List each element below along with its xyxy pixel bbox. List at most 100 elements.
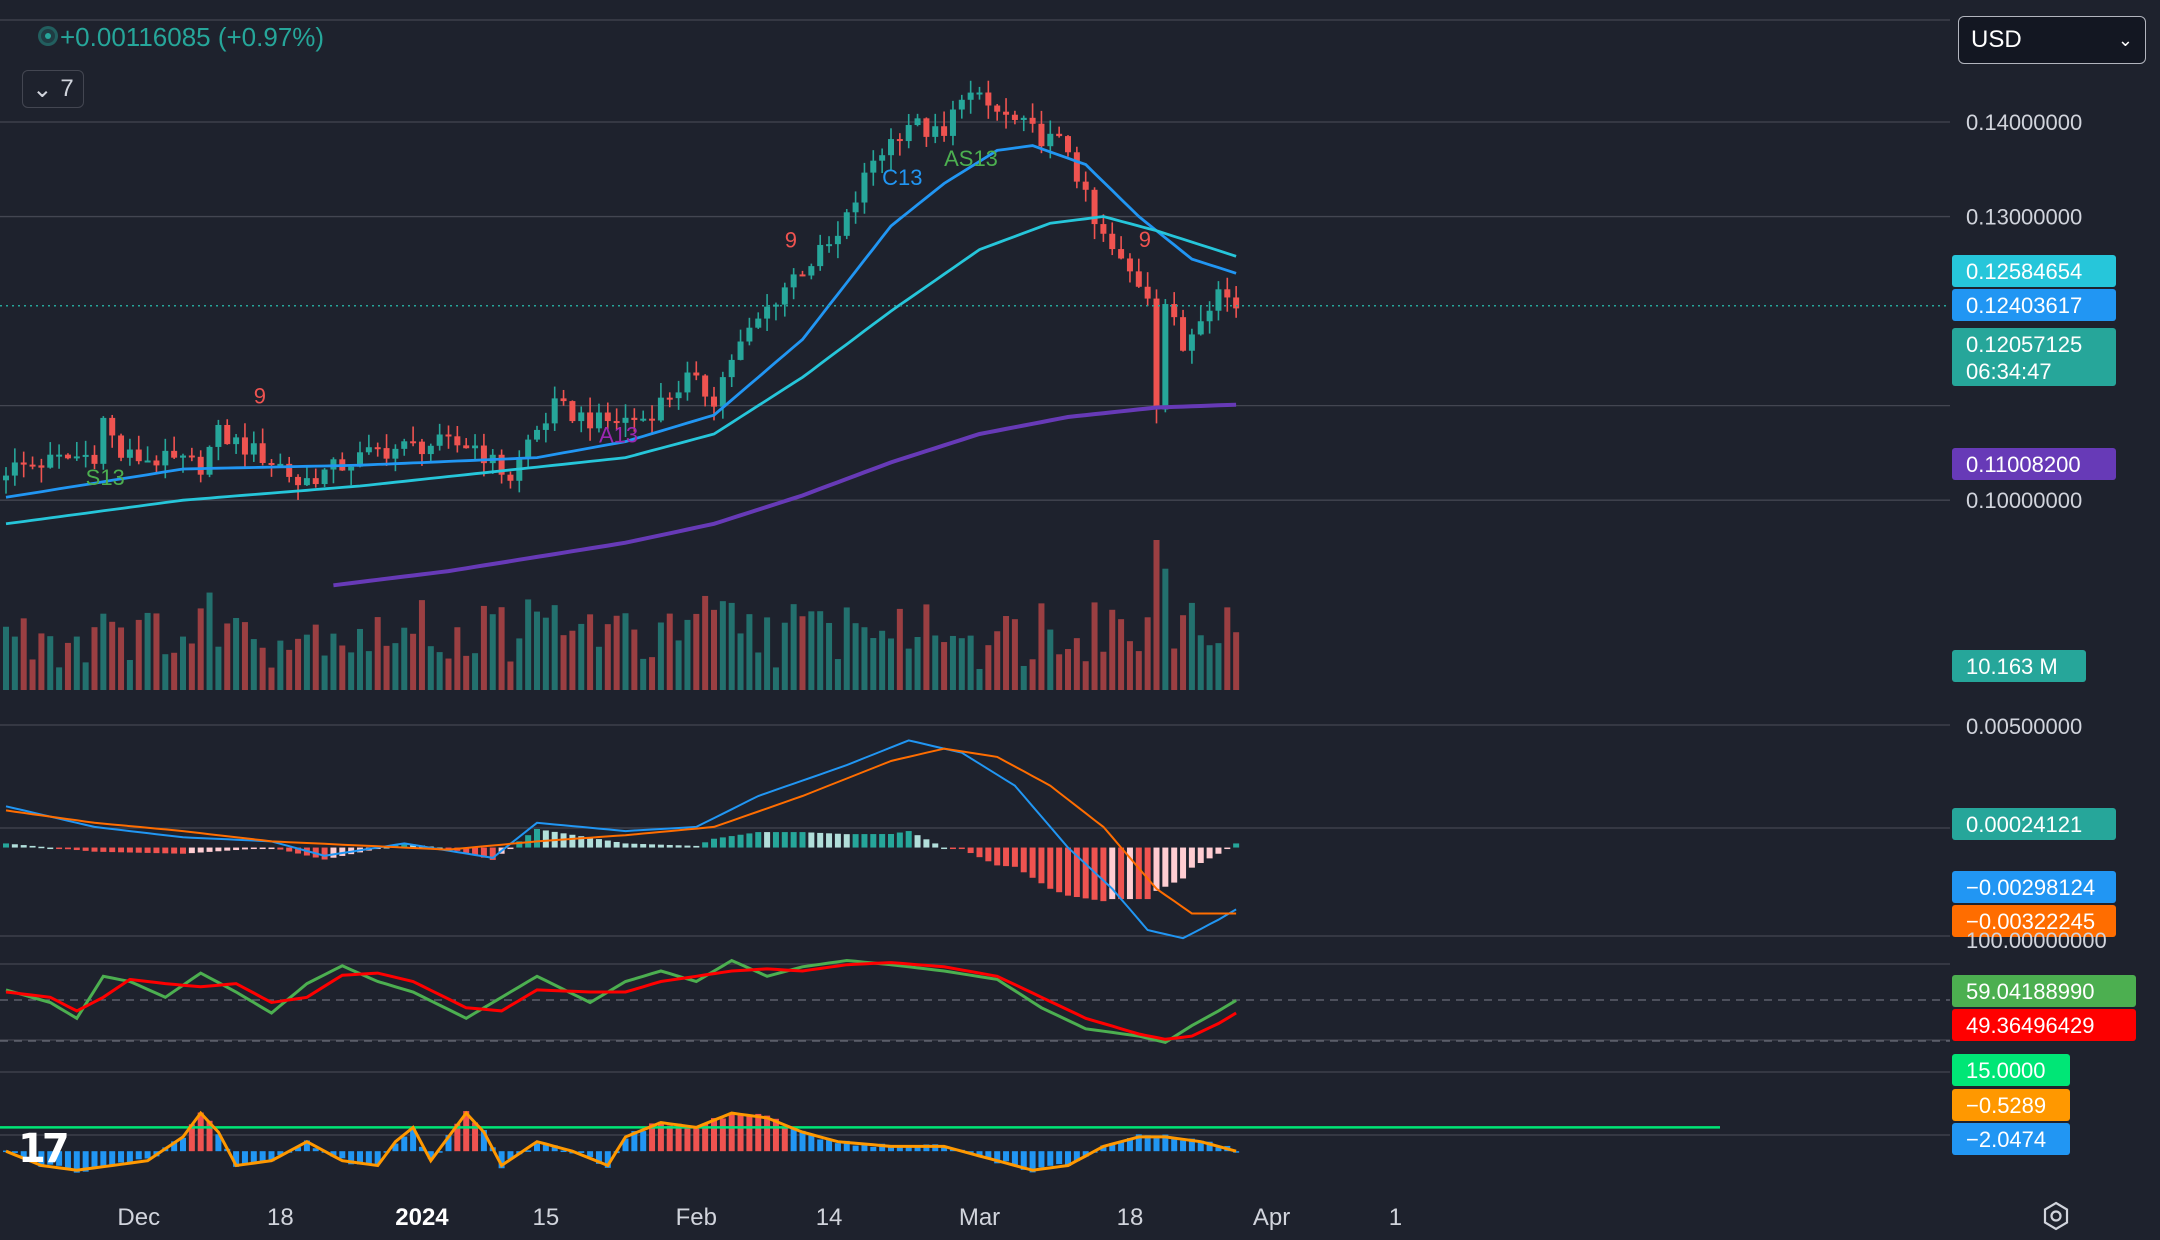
candle-body <box>162 450 169 466</box>
candle-body <box>1188 334 1195 351</box>
candle-body <box>109 417 116 436</box>
osc-histogram-bar <box>888 1145 894 1152</box>
volume-bar <box>206 592 213 690</box>
osc-histogram-bar <box>144 1151 151 1159</box>
candle-body <box>808 266 815 276</box>
osc-histogram-bar <box>737 1114 744 1152</box>
volume-bar <box>1073 638 1080 690</box>
volume-bar <box>1003 616 1010 690</box>
osc-histogram-bar <box>587 1151 594 1158</box>
candle-body <box>224 424 231 445</box>
volume-bar <box>73 636 80 690</box>
currency-select[interactable]: USD ⌄ <box>1958 16 2146 64</box>
price-label-box <box>1952 448 2116 480</box>
settings-icon[interactable] <box>2040 1200 2072 1232</box>
osc-histogram-bar <box>188 1124 195 1152</box>
volume-bar <box>82 662 89 690</box>
stoch-value-label: 59.04188990 <box>1966 979 2094 1004</box>
volume-bar <box>339 645 346 690</box>
volume-bar <box>277 640 284 690</box>
macd-histogram-bar <box>1003 847 1010 867</box>
candle-body <box>1162 304 1169 410</box>
volume-bar <box>525 599 532 690</box>
candle-body <box>454 436 461 446</box>
candle-body <box>569 401 576 422</box>
osc-histogram-bar <box>914 1145 921 1152</box>
time-axis-tick: Apr <box>1253 1204 1290 1231</box>
macd-histogram-bar <box>958 847 965 850</box>
candle-body <box>3 475 9 481</box>
osc-histogram-bar <box>171 1141 178 1152</box>
volume-bar <box>569 630 576 690</box>
osc-histogram-bar <box>843 1140 850 1152</box>
osc-histogram-bar <box>560 1150 567 1153</box>
macd-histogram-bar <box>38 846 45 849</box>
volume-bar <box>1135 651 1142 690</box>
volume-bar <box>1020 665 1027 690</box>
macd-histogram-bar <box>1144 847 1151 900</box>
candle-body <box>144 460 151 463</box>
candle-body <box>1180 317 1187 351</box>
volume-bar <box>1162 568 1169 690</box>
osc-histogram-bar <box>790 1128 797 1152</box>
candle-body <box>852 202 859 213</box>
macd-histogram-bar <box>657 844 664 848</box>
candle-body <box>180 455 186 458</box>
macd-histogram-bar <box>888 834 894 848</box>
candle-body <box>383 448 390 459</box>
volume-bar <box>498 607 505 690</box>
candle-body <box>578 412 585 422</box>
collapse-indicators-button[interactable]: ⌄ 7 <box>22 70 84 108</box>
candle-body <box>365 447 372 453</box>
volume-bar <box>764 617 771 690</box>
osc-value-label: −0.5289 <box>1966 1093 2046 1118</box>
candle-body <box>755 318 762 328</box>
macd-axis-tick: 0.00500000 <box>1966 714 2082 739</box>
price-change: +0.00116085 (+0.97%) <box>60 22 325 52</box>
candle-body <box>188 455 195 458</box>
time-axis-tick: 18 <box>1117 1204 1144 1231</box>
osc-histogram-bar <box>693 1127 700 1152</box>
osc-histogram-bar <box>1126 1138 1133 1152</box>
candle-body <box>1233 297 1240 309</box>
signal-marker: AS13 <box>944 146 998 171</box>
volume-bar <box>649 657 656 690</box>
time-axis-tick: Mar <box>959 1204 1000 1231</box>
macd-histogram-bar <box>932 843 939 848</box>
osc-histogram-bar <box>1109 1143 1116 1152</box>
macd-histogram-bar <box>295 847 302 854</box>
macd-histogram-bar <box>719 837 726 848</box>
candle-body <box>100 417 107 464</box>
candle-body <box>551 398 558 424</box>
osc-histogram-bar <box>47 1151 54 1165</box>
osc-histogram-bar <box>728 1112 735 1152</box>
osc-histogram-bar <box>1038 1151 1045 1168</box>
candle-body <box>206 446 213 475</box>
volume-bar <box>923 604 930 690</box>
macd-histogram-bar <box>1126 847 1133 900</box>
macd-histogram-bar <box>976 847 983 858</box>
signal-marker: C13 <box>882 165 922 190</box>
time-axis-tick: 14 <box>816 1204 843 1231</box>
volume-bar <box>472 653 479 690</box>
macd-histogram-bar <box>985 847 992 862</box>
osc-histogram-bar <box>339 1151 346 1159</box>
volume-bar <box>861 627 868 690</box>
osc-histogram-bar <box>73 1151 80 1173</box>
osc-histogram-bar <box>772 1118 779 1152</box>
candle-body <box>799 274 806 277</box>
volume-bar <box>1100 651 1107 690</box>
candle-body <box>525 439 532 458</box>
price-label: 0.11008200 <box>1966 452 2081 477</box>
macd-histogram-bar <box>1038 847 1045 884</box>
osc-histogram-bar <box>1206 1141 1213 1152</box>
macd-histogram-bar <box>480 847 487 858</box>
macd-histogram-bar <box>277 847 284 850</box>
candle-body <box>463 445 470 449</box>
volume-bar <box>551 605 558 690</box>
macd-line <box>5 739 1237 940</box>
volume-bar <box>666 613 673 690</box>
osc-histogram-bar <box>649 1123 656 1152</box>
volume-bar <box>109 621 116 690</box>
